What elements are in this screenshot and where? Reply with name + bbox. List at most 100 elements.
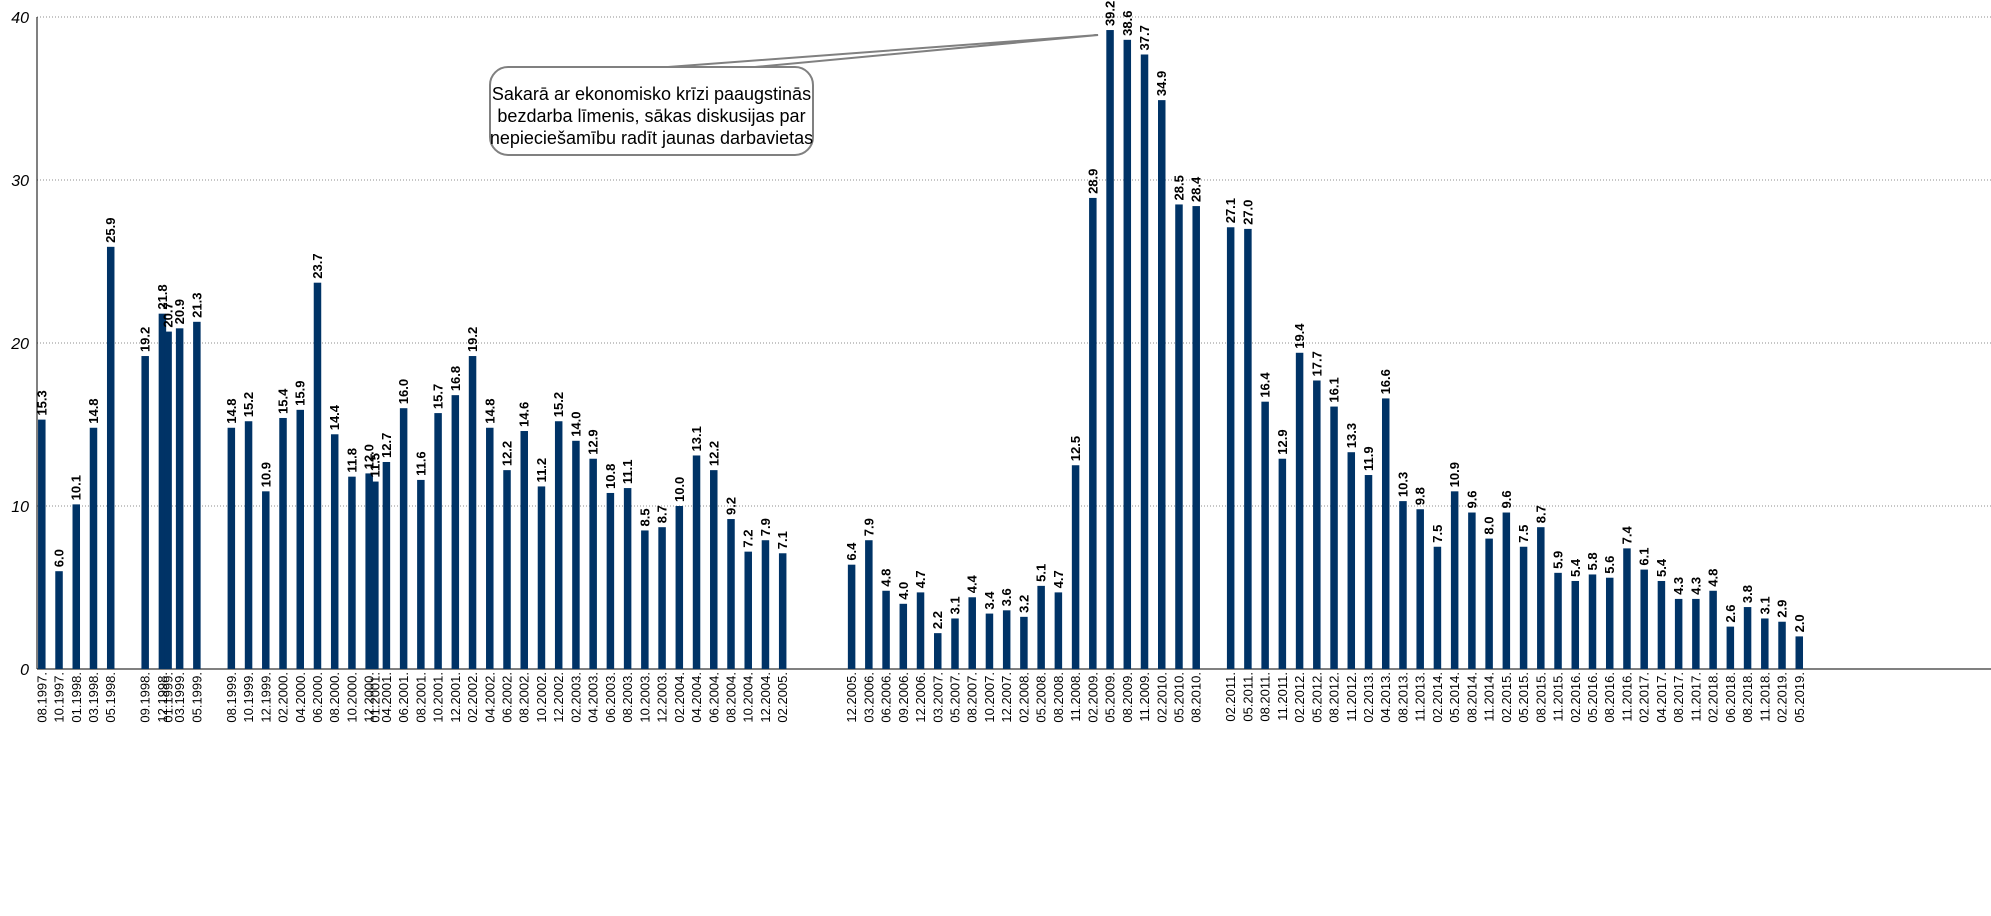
bar xyxy=(1761,618,1769,669)
data-label: 4.0 xyxy=(896,582,911,600)
data-label: 15.7 xyxy=(431,384,446,409)
data-label: 4.3 xyxy=(1671,577,1686,595)
bar xyxy=(1519,546,1528,669)
x-tick-label: 08.2010. xyxy=(1189,672,1204,723)
data-label: 14.8 xyxy=(86,398,101,423)
data-label: 16.0 xyxy=(396,379,411,404)
bar xyxy=(158,313,167,669)
x-tick-label: 02.2000. xyxy=(276,672,291,723)
bar xyxy=(371,481,379,669)
data-label: 9.6 xyxy=(1499,490,1514,508)
bar xyxy=(1571,580,1580,669)
data-label: 7.5 xyxy=(1516,525,1531,543)
bar xyxy=(451,395,460,669)
x-tick-label: 11.2008. xyxy=(1068,672,1083,722)
x-tick-label: 01.1998. xyxy=(69,672,84,723)
bar xyxy=(761,540,770,669)
data-label: 20.7 xyxy=(161,302,176,327)
x-tick-label: 12.2005. xyxy=(844,672,859,723)
x-tick-label: 05.2010. xyxy=(1171,672,1186,723)
bar xyxy=(744,551,752,669)
data-label: 21.8 xyxy=(155,284,170,309)
data-label: 23.7 xyxy=(310,253,325,278)
data-label: 12.2 xyxy=(500,441,515,466)
x-tick-label: 10.2003. xyxy=(637,672,652,723)
data-label: 11.8 xyxy=(344,448,359,473)
x-tick-label: 06.2004. xyxy=(706,672,721,723)
data-label: 14.6 xyxy=(517,402,532,427)
data-label: 12.5 xyxy=(1068,436,1083,461)
data-label: 28.5 xyxy=(1171,175,1186,200)
data-label: 15.2 xyxy=(551,392,566,417)
data-label: 12.2 xyxy=(706,441,721,466)
data-label: 9.6 xyxy=(1464,490,1479,508)
x-tick-label: 05.2008. xyxy=(1034,672,1049,723)
bar xyxy=(882,590,890,669)
x-tick-label: 05.2009. xyxy=(1103,672,1118,723)
x-tick-label: 06.2003. xyxy=(603,672,618,723)
data-label: 2.0 xyxy=(1792,614,1807,632)
data-label: 6.1 xyxy=(1637,547,1652,565)
x-tick-label: 06.2000. xyxy=(310,672,325,723)
data-label: 8.5 xyxy=(637,508,652,526)
x-tick-label: 10.1997. xyxy=(52,672,67,723)
x-tick-label: 11.2014. xyxy=(1482,672,1497,722)
data-label: 10.9 xyxy=(1447,462,1462,487)
bar xyxy=(417,479,425,669)
data-label: 14.8 xyxy=(482,398,497,423)
bar xyxy=(1726,626,1735,669)
x-tick-label: 10.1999. xyxy=(241,672,256,723)
bar xyxy=(486,427,494,669)
y-tick-label: 10 xyxy=(11,499,29,516)
axes xyxy=(36,17,1991,670)
x-tick-label: 02.2003. xyxy=(568,672,583,723)
x-tick-label: 02.2012. xyxy=(1292,672,1307,723)
x-tick-label: 02.2004. xyxy=(672,672,687,723)
x-tick-label: 04.2004. xyxy=(689,672,704,723)
x-tick-label: 10.2007. xyxy=(982,672,997,723)
data-label: 7.5 xyxy=(1430,525,1445,543)
bar xyxy=(1537,527,1545,669)
x-tick-label: 11.2016. xyxy=(1619,672,1634,722)
bar xyxy=(1692,598,1700,669)
x-tick-label: 12.2006. xyxy=(913,672,928,723)
bar xyxy=(193,321,201,669)
callout-line-3: nepieciešamību radīt jaunas darbavietas xyxy=(490,128,813,148)
data-label: 7.4 xyxy=(1619,526,1634,545)
x-tick-label: 02.2014. xyxy=(1430,672,1445,723)
data-label: 13.3 xyxy=(1344,423,1359,448)
bar xyxy=(503,470,511,669)
bar xyxy=(537,486,546,669)
data-label: 15.3 xyxy=(34,390,49,415)
bar xyxy=(1381,398,1390,669)
x-tick-label: 10.2000. xyxy=(344,672,359,723)
data-label: 17.7 xyxy=(1309,351,1324,376)
x-tick-label: 12.2001. xyxy=(448,672,463,723)
data-label: 10.9 xyxy=(258,462,273,487)
data-labels: 15.3 6.0 10.1 14.8 25.9 19.2 21.820.720.9 21.3 1… xyxy=(34,1,1806,633)
x-tick-label: 08.2014. xyxy=(1464,672,1479,723)
x-tick-label: 11.2015. xyxy=(1551,672,1566,722)
bar xyxy=(382,461,391,669)
data-label: 15.2 xyxy=(241,392,256,417)
x-tick-label: 01.2001. xyxy=(367,672,382,723)
data-label: 3.1 xyxy=(1757,596,1772,614)
x-tick-label: 04.2002. xyxy=(482,672,497,723)
bar xyxy=(1313,380,1321,669)
bar xyxy=(72,504,81,669)
data-label: 5.4 xyxy=(1568,558,1583,577)
x-tick-label: 08.2018. xyxy=(1740,672,1755,723)
data-label: 27.0 xyxy=(1240,200,1255,225)
data-label: 12.7 xyxy=(379,433,394,458)
x-tick-label: 02.2013. xyxy=(1361,672,1376,723)
x-tick-label: 08.2009. xyxy=(1120,672,1135,723)
data-label: 6.0 xyxy=(52,549,67,567)
callout-line-2: bezdarba līmenis, sākas diskusijas par xyxy=(497,106,805,126)
bar xyxy=(1330,406,1338,669)
x-tick-label: 11.2012. xyxy=(1344,672,1359,722)
data-label: 7.9 xyxy=(758,518,773,536)
bar xyxy=(658,527,666,669)
bar xyxy=(175,328,184,669)
x-tick-label: 08.1997. xyxy=(34,672,49,723)
data-label: 15.4 xyxy=(276,388,291,414)
